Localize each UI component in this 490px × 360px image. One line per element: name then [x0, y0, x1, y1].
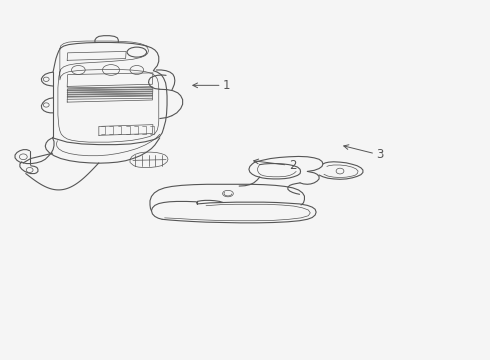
Text: 2: 2 [254, 159, 296, 172]
Text: 3: 3 [344, 145, 384, 162]
Text: 1: 1 [193, 79, 231, 92]
